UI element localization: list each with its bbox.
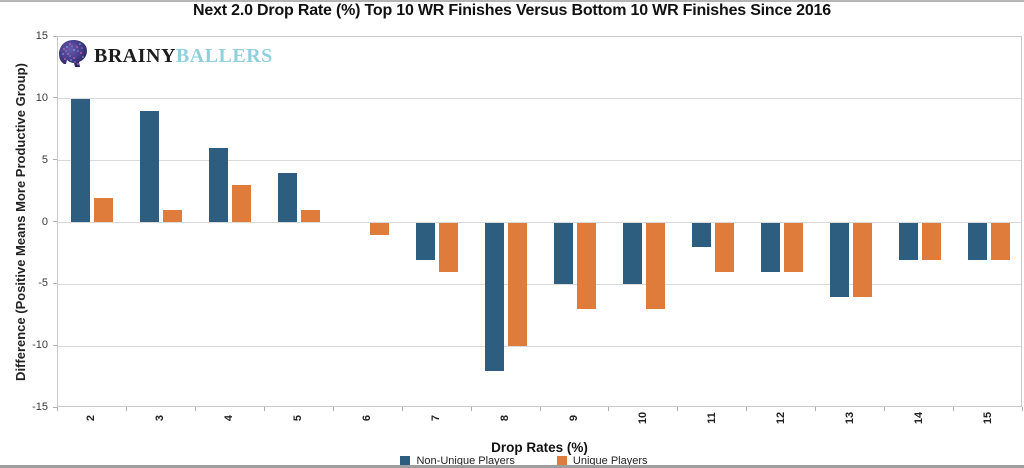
bar-unique-3 xyxy=(163,210,183,223)
y-tick-mark xyxy=(53,406,57,408)
x-tick-label: 3 xyxy=(154,414,167,422)
x-tick-mark xyxy=(815,407,817,411)
brand-text-brainy: BRAINY xyxy=(94,44,176,67)
x-tick-label: 4 xyxy=(223,414,236,422)
y-tick-label: 0 xyxy=(41,215,48,228)
bar-non-unique-14 xyxy=(898,222,918,260)
x-tick-mark xyxy=(884,407,886,411)
x-tick-label: 9 xyxy=(567,414,580,422)
plot-area xyxy=(57,36,1022,407)
bar-unique-6 xyxy=(370,222,390,235)
x-tick-mark xyxy=(677,407,679,411)
x-axis-title: Drop Rates (%) xyxy=(491,440,588,455)
x-tick-label: 13 xyxy=(843,411,856,425)
y-tick-mark xyxy=(53,97,57,99)
chart-title: Next 2.0 Drop Rate (%) Top 10 WR Finishe… xyxy=(193,2,831,19)
x-tick-mark xyxy=(57,407,58,411)
x-tick-label: 8 xyxy=(499,414,512,422)
brand-text-ballers: BALLERS xyxy=(175,44,273,67)
brand-logo: BRAINYBALLERS xyxy=(56,38,273,74)
bar-non-unique-15 xyxy=(967,222,987,260)
bar-unique-9 xyxy=(576,222,596,310)
window-bottom-edge xyxy=(0,465,1024,468)
x-tick-mark xyxy=(194,407,196,411)
x-tick-mark xyxy=(953,407,955,411)
gridline xyxy=(58,345,1021,347)
bar-non-unique-9 xyxy=(553,222,573,285)
bar-unique-5 xyxy=(301,210,321,223)
bar-non-unique-2 xyxy=(71,98,91,223)
bar-unique-13 xyxy=(852,222,872,297)
bar-non-unique-7 xyxy=(416,222,436,260)
x-tick-label: 12 xyxy=(774,411,787,425)
x-tick-label: 15 xyxy=(981,411,994,425)
y-tick-mark xyxy=(53,159,57,161)
bar-unique-11 xyxy=(714,222,734,272)
bar-non-unique-4 xyxy=(209,148,229,223)
bar-non-unique-10 xyxy=(622,222,642,285)
y-tick-label: -5 xyxy=(38,277,48,290)
legend-label: Non-Unique Players xyxy=(416,455,515,467)
chart-legend: Non-Unique Players Unique Players xyxy=(0,455,1024,467)
bar-unique-10 xyxy=(645,222,665,310)
x-tick-mark xyxy=(539,407,541,411)
x-tick-mark xyxy=(125,407,127,411)
x-tick-mark xyxy=(746,407,748,411)
gridline xyxy=(58,98,1021,100)
bar-unique-15 xyxy=(990,222,1010,260)
bar-non-unique-3 xyxy=(140,111,160,223)
legend-swatch xyxy=(400,456,411,466)
bar-unique-4 xyxy=(232,185,252,223)
bar-non-unique-12 xyxy=(760,222,780,272)
y-tick-label: -15 xyxy=(32,401,48,413)
legend-swatch xyxy=(556,456,567,466)
y-tick-label: 10 xyxy=(35,91,48,104)
legend-item: Unique Players xyxy=(556,455,648,467)
x-tick-label: 5 xyxy=(292,414,305,422)
bar-non-unique-13 xyxy=(829,222,849,297)
legend-item: Non-Unique Players xyxy=(400,455,515,467)
football-helmet-icon xyxy=(56,37,90,76)
y-tick-label: 5 xyxy=(41,153,48,166)
bar-unique-2 xyxy=(94,197,114,223)
y-tick-mark xyxy=(53,221,57,222)
bar-non-unique-11 xyxy=(691,222,711,248)
y-tick-label: 15 xyxy=(35,30,48,42)
y-tick-mark xyxy=(53,344,57,346)
x-tick-mark xyxy=(1022,407,1023,411)
x-tick-label: 11 xyxy=(705,412,718,424)
bar-non-unique-5 xyxy=(278,173,298,223)
bar-unique-7 xyxy=(439,222,459,272)
y-tick-label: -10 xyxy=(32,339,48,352)
gridline xyxy=(58,283,1021,285)
x-tick-mark xyxy=(332,407,334,411)
x-tick-mark xyxy=(470,407,472,411)
x-tick-label: 2 xyxy=(85,414,98,422)
x-tick-label: 14 xyxy=(912,411,925,425)
window-top-edge xyxy=(0,0,1024,2)
bar-unique-12 xyxy=(783,222,803,272)
x-tick-mark xyxy=(401,407,403,411)
x-tick-label: 10 xyxy=(636,411,649,425)
bar-non-unique-8 xyxy=(485,222,505,371)
bar-unique-14 xyxy=(921,222,941,260)
x-tick-label: 7 xyxy=(430,414,443,422)
brand-text: BRAINYBALLERS xyxy=(94,45,273,68)
y-tick-mark xyxy=(53,35,57,37)
gridline xyxy=(58,222,1021,223)
gridline xyxy=(58,160,1021,162)
legend-label: Unique Players xyxy=(572,455,648,467)
x-tick-mark xyxy=(263,407,265,411)
x-tick-label: 6 xyxy=(361,414,374,422)
y-tick-mark xyxy=(53,282,57,284)
x-tick-mark xyxy=(608,407,610,411)
bar-unique-8 xyxy=(508,222,528,347)
